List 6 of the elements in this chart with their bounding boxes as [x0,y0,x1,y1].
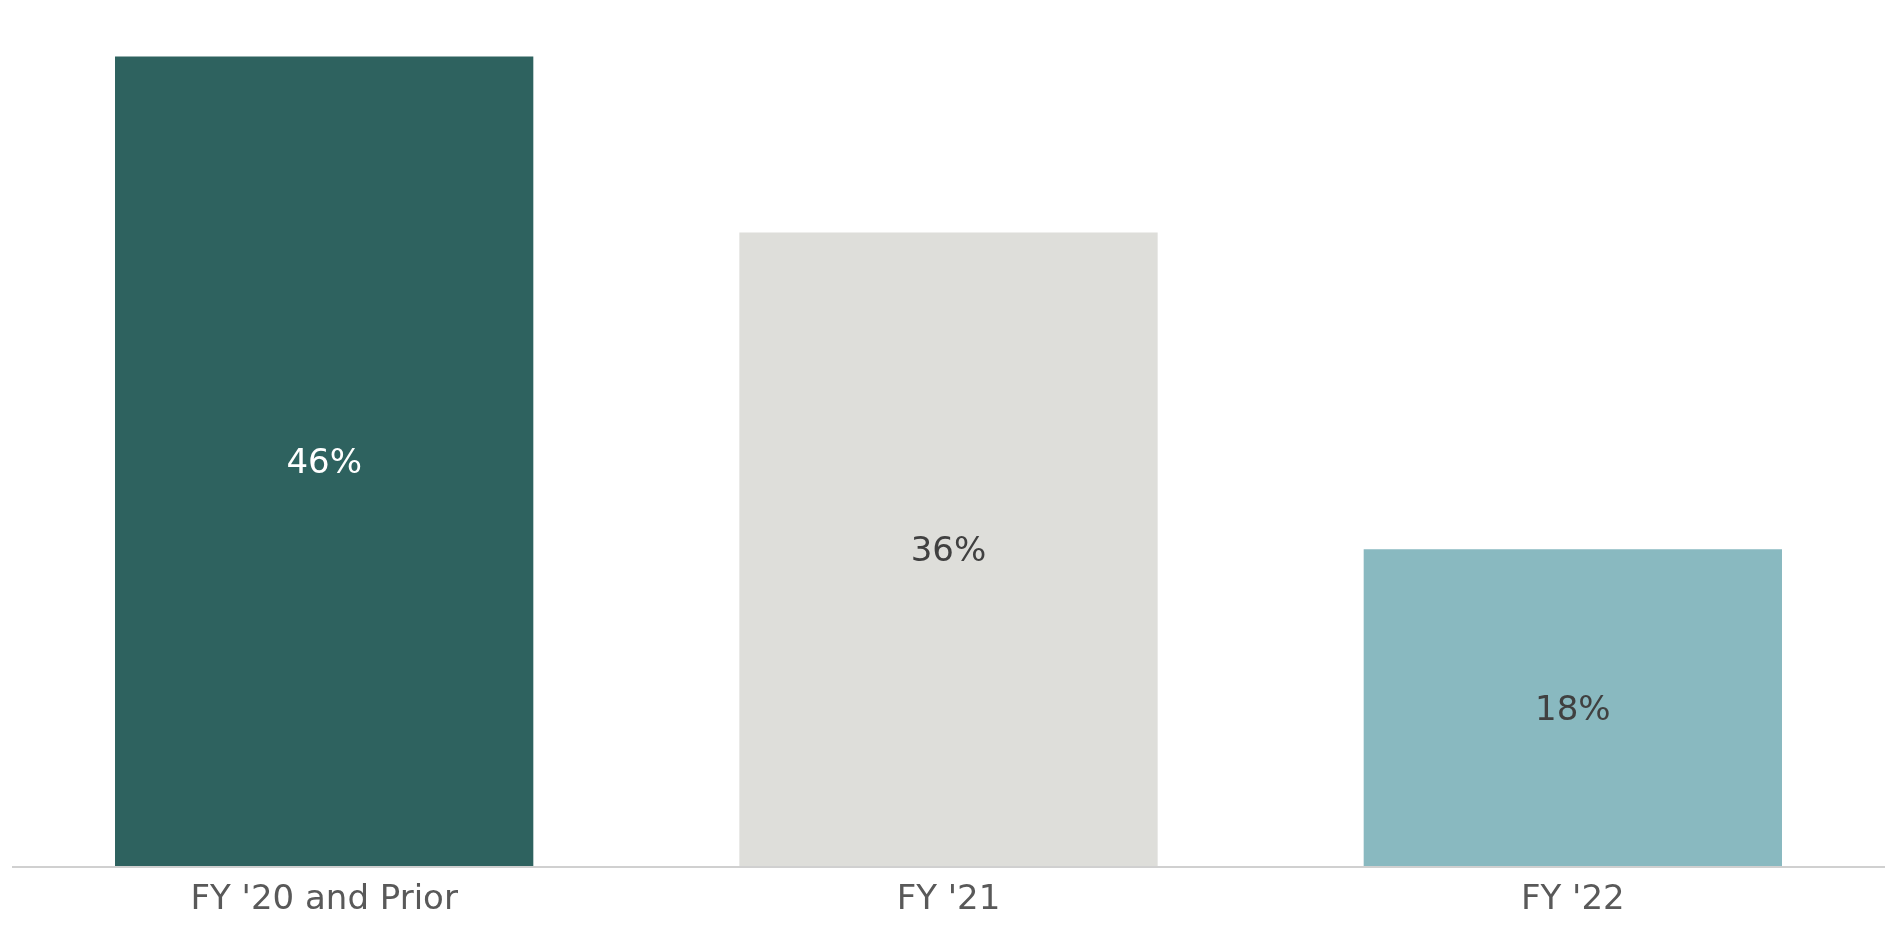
data-label: 36% [910,529,987,570]
x-tick-label: FY '21 [896,876,1001,917]
x-tick-label: FY '22 [1520,876,1625,917]
data-label: 46% [286,441,362,482]
data-label: 18% [1535,687,1611,728]
x-tick-label: FY '20 and Prior [190,876,458,917]
